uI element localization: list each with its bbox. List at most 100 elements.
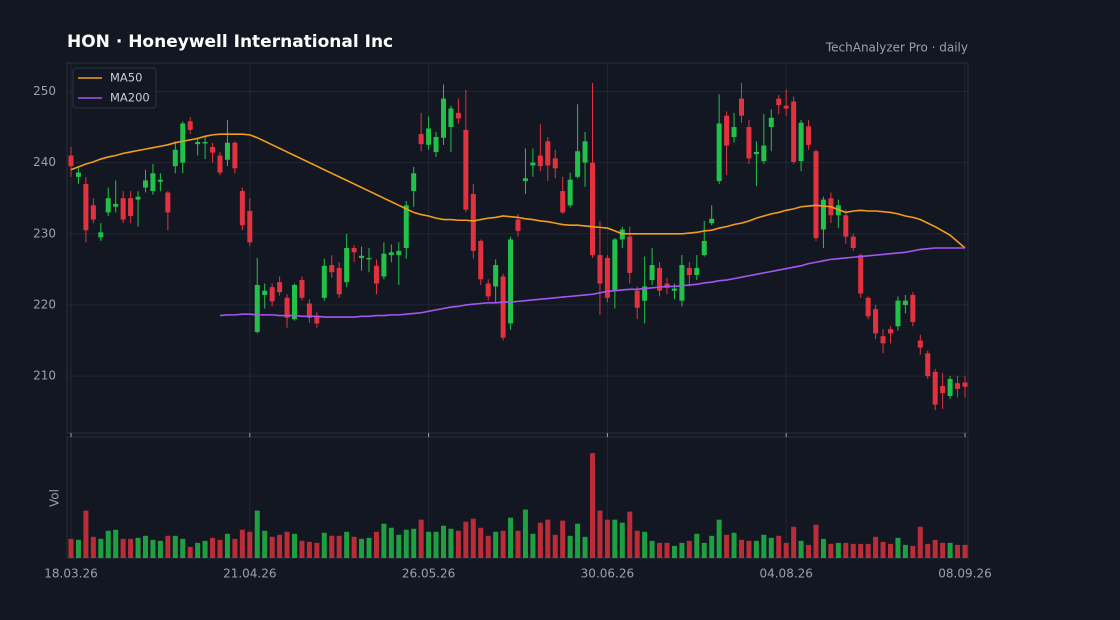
candle-body <box>813 151 819 239</box>
volume-bar <box>888 543 893 558</box>
volume-bar <box>299 540 305 558</box>
x-tick-label: 21.04.26 <box>223 567 276 581</box>
candle-body <box>545 141 551 166</box>
candle-body <box>873 309 879 334</box>
volume-bar <box>806 544 812 558</box>
candle-body <box>739 98 744 116</box>
volume-bar <box>515 530 521 558</box>
candle-body <box>932 371 938 405</box>
volume-bar <box>902 544 908 558</box>
candle-body <box>925 353 931 377</box>
candle-body <box>247 211 253 243</box>
candle-body <box>917 340 923 348</box>
volume-bar <box>269 536 275 558</box>
candle-body <box>90 205 96 220</box>
candle-body <box>783 105 789 109</box>
volume-bar <box>709 535 715 558</box>
volume-bar <box>470 518 476 558</box>
volume-bar <box>254 510 260 558</box>
candle-body <box>388 252 394 256</box>
volume-bar <box>530 533 536 558</box>
volume-bar <box>433 531 439 558</box>
x-tick-label: 18.03.26 <box>44 567 97 581</box>
volume-bar <box>739 539 744 558</box>
candle-body <box>403 205 409 248</box>
candle-body <box>180 123 186 163</box>
volume-bar <box>731 532 737 558</box>
candle-body <box>634 290 640 308</box>
candle-body <box>820 199 826 230</box>
candle-body <box>120 198 126 220</box>
volume-bar <box>880 541 886 558</box>
volume-bar <box>381 523 387 558</box>
candle-body <box>761 145 767 162</box>
candle-body <box>910 294 916 322</box>
volume-bar <box>426 531 432 558</box>
volume-label: Vol <box>48 489 62 507</box>
volume-bar <box>396 534 402 558</box>
legend-label: MA200 <box>110 91 150 105</box>
candle-body <box>709 218 715 224</box>
volume-bar <box>761 534 767 558</box>
volume-bar <box>217 539 223 558</box>
x-tick-label: 30.06.26 <box>581 567 634 581</box>
candle-body <box>448 108 454 128</box>
volume-bar <box>68 538 74 558</box>
candle-body <box>940 386 946 394</box>
candle-body <box>224 142 230 160</box>
volume-bar <box>940 542 946 558</box>
candle-body <box>306 303 312 318</box>
candle-body <box>485 283 491 297</box>
volume-bar <box>195 542 201 558</box>
volume-bar <box>172 535 178 558</box>
volume-bar <box>284 531 290 558</box>
candle-body <box>277 282 283 293</box>
volume-bar <box>835 542 841 558</box>
candle-body <box>493 265 499 287</box>
candle-body <box>463 129 469 210</box>
volume-bar <box>210 537 216 558</box>
candle-body <box>612 239 618 291</box>
volume-bar <box>783 542 789 558</box>
candle-body <box>351 248 357 253</box>
volume-bar <box>366 537 372 558</box>
volume-bar <box>441 525 446 558</box>
y-tick-label: 250 <box>33 84 56 98</box>
volume-bar <box>202 540 208 558</box>
volume-bar <box>552 534 558 558</box>
volume-bar <box>180 538 186 558</box>
candle-body <box>567 179 573 206</box>
volume-bar <box>791 526 797 558</box>
candle-body <box>500 276 506 338</box>
volume-bar <box>508 517 514 558</box>
volume-bar <box>701 542 707 558</box>
candle-body <box>187 121 193 130</box>
volume-bar <box>150 539 156 558</box>
candle-body <box>433 137 439 152</box>
candle-body <box>508 239 514 324</box>
candle-body <box>75 172 81 177</box>
volume-bar <box>858 543 864 558</box>
candle-body <box>83 183 89 231</box>
candle-body <box>195 141 201 145</box>
y-tick-label: 210 <box>33 369 56 383</box>
candle-body <box>373 265 379 284</box>
volume-bar <box>321 532 327 558</box>
volume-bar <box>537 522 543 558</box>
candle-body <box>344 248 350 283</box>
candle-body <box>441 98 446 138</box>
candle-body <box>604 257 610 298</box>
volume-bar <box>679 542 685 558</box>
candle-body <box>671 288 677 291</box>
volume-bar <box>910 545 916 558</box>
volume-bar <box>98 538 104 558</box>
candle-body <box>470 193 476 251</box>
volume-bar <box>917 526 923 558</box>
candle-body <box>381 253 387 277</box>
candle-body <box>530 162 536 166</box>
volume-bar <box>820 538 826 558</box>
volume-bar <box>612 519 618 558</box>
volume-bar <box>798 540 804 558</box>
volume-bar <box>634 530 640 558</box>
candle-body <box>731 127 737 137</box>
